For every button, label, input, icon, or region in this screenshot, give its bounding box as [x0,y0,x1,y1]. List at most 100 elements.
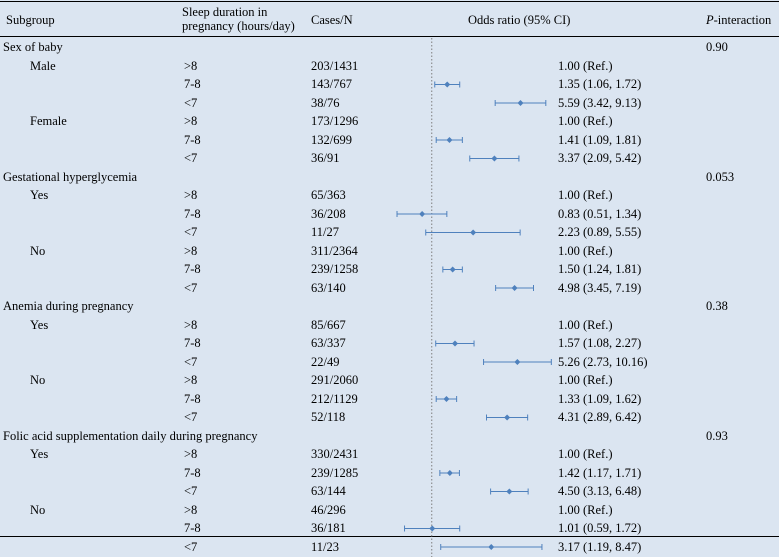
p-interaction-value: 0.90 [706,40,728,54]
odds-ratio-ci-cell: 1.01 (0.59, 1.72) [558,521,642,535]
cases-cell: 291/2060 [311,373,359,387]
header-sleep-line1: Sleep duration in [182,5,268,19]
group-title: Folic acid supplementation daily during … [3,428,258,443]
cases-cell: 239/1258 [311,262,359,276]
odds-ratio-ci-cell: 1.35 (1.06, 1.72) [558,77,642,91]
cases-cell: 46/296 [311,502,346,517]
header-subgroup: Subgroup [6,13,55,27]
odds-ratio-ci-cell: 2.23 (0.89, 5.55) [558,225,642,239]
odds-ratio-ci-cell: 1.00 (Ref.) [558,243,613,258]
odds-ratio-point [488,544,495,550]
sleep-duration-cell: 7-8 [184,132,201,147]
odds-ratio-ci-cell: 1.00 (Ref.) [558,373,613,387]
odds-ratio-ci-cell: 1.42 (1.17, 1.71) [558,465,642,480]
sleep-duration-cell: <7 [184,95,198,110]
cases-cell: 63/337 [311,336,346,350]
cases-cell: 36/208 [311,206,346,221]
cases-cell: 143/767 [311,77,352,91]
header-p-letter: P [706,13,714,27]
cases-cell: 63/140 [311,280,346,295]
cases-cell: 330/2431 [311,447,359,461]
sleep-duration-cell: >8 [184,373,198,387]
cases-cell: 65/363 [311,188,346,202]
odds-ratio-point [470,229,477,236]
odds-ratio-point [444,81,451,88]
header-cases: Cases/N [311,13,353,27]
cases-cell: 85/667 [311,317,346,332]
cases-cell: 311/2364 [311,243,358,258]
odds-ratio-ci-cell: 4.31 (2.89, 6.42) [558,410,642,424]
sleep-duration-cell: 7-8 [184,77,201,91]
odds-ratio-ci-cell: 1.00 (Ref.) [558,114,613,128]
odds-ratio-point [443,396,450,402]
subgroup-label: Female [30,114,67,128]
sleep-duration-cell: >8 [184,188,198,202]
cases-cell: 203/1431 [311,58,359,73]
odds-ratio-point [511,285,518,291]
odds-ratio-ci-cell: 1.57 (1.08, 2.27) [558,336,642,350]
odds-ratio-ci-cell: 4.98 (3.45, 7.19) [558,280,642,295]
sleep-duration-cell: 7-8 [184,336,201,350]
subgroup-label: Yes [30,317,49,332]
p-interaction-value: 0.053 [706,169,735,184]
bottom-rule [0,536,779,537]
odds-ratio-ci-cell: 4.50 (3.13, 6.48) [558,484,642,498]
group-title: Anemia during pregnancy [3,299,134,313]
odds-ratio-point [452,340,459,347]
odds-ratio-point [506,488,513,495]
cases-cell: 132/699 [311,132,352,147]
header-p-suffix: -interaction [713,13,772,27]
header-p-interaction: P-interaction [706,13,771,27]
cases-cell: 22/49 [311,354,340,369]
odds-ratio-point [517,100,524,106]
sleep-duration-cell: >8 [184,447,198,461]
p-interaction-value: 0.38 [706,299,728,313]
group-title: Sex of baby [3,40,63,54]
odds-ratio-point [446,470,453,476]
subgroup-label: No [30,243,46,258]
sleep-duration-cell: <7 [184,354,198,369]
group-title: Gestational hyperglycemia [3,169,138,184]
cases-cell: 36/181 [311,521,346,535]
subgroup-label: Yes [30,188,49,202]
subgroup-label: Male [30,58,56,73]
odds-ratio-point [514,359,521,365]
odds-ratio-ci-cell: 1.00 (Ref.) [558,317,613,332]
cases-cell: 239/1285 [311,465,359,480]
subgroup-label: No [30,502,46,517]
top-rule [0,1,779,2]
sleep-duration-cell: 7-8 [184,391,201,406]
odds-ratio-ci-cell: 1.33 (1.09, 1.62) [558,391,642,406]
sleep-duration-cell: 7-8 [184,262,201,276]
odds-ratio-ci-cell: 5.26 (2.73, 10.16) [558,354,648,369]
odds-ratio-point [449,266,456,273]
odds-ratio-ci-cell: 1.00 (Ref.) [558,58,613,73]
header-rule [0,36,779,37]
cases-cell: 212/1129 [311,391,358,406]
cases-cell: 52/118 [311,410,346,424]
header-odds-ratio: Odds ratio (95% CI) [468,13,571,27]
odds-ratio-ci-cell: 1.41 (1.09, 1.81) [558,132,642,147]
p-interaction-value: 0.93 [706,428,728,443]
sleep-duration-cell: <7 [184,225,198,239]
sleep-duration-cell: <7 [184,410,198,424]
odds-ratio-ci-cell: 3.17 (1.19, 8.47) [558,539,642,554]
cases-cell: 63/144 [311,484,346,498]
odds-ratio-point [491,155,498,162]
subgroup-label: Yes [30,447,49,461]
odds-ratio-point [446,137,453,143]
odds-ratio-ci-cell: 3.37 (2.09, 5.42) [558,151,642,165]
header-sleep-line2: pregnancy (hours/day) [182,19,295,33]
odds-ratio-ci-cell: 5.59 (3.42, 9.13) [558,95,642,110]
cases-cell: 36/91 [311,151,340,165]
odds-ratio-point [429,525,436,532]
odds-ratio-ci-cell: 0.83 (0.51, 1.34) [558,206,642,221]
odds-ratio-ci-cell: 1.00 (Ref.) [558,502,613,517]
cases-cell: 11/23 [311,539,340,554]
sleep-duration-cell: 7-8 [184,206,201,221]
sleep-duration-cell: <7 [184,151,198,165]
sleep-duration-cell: >8 [184,114,198,128]
sleep-duration-cell: 7-8 [184,465,201,480]
odds-ratio-point [419,211,426,217]
